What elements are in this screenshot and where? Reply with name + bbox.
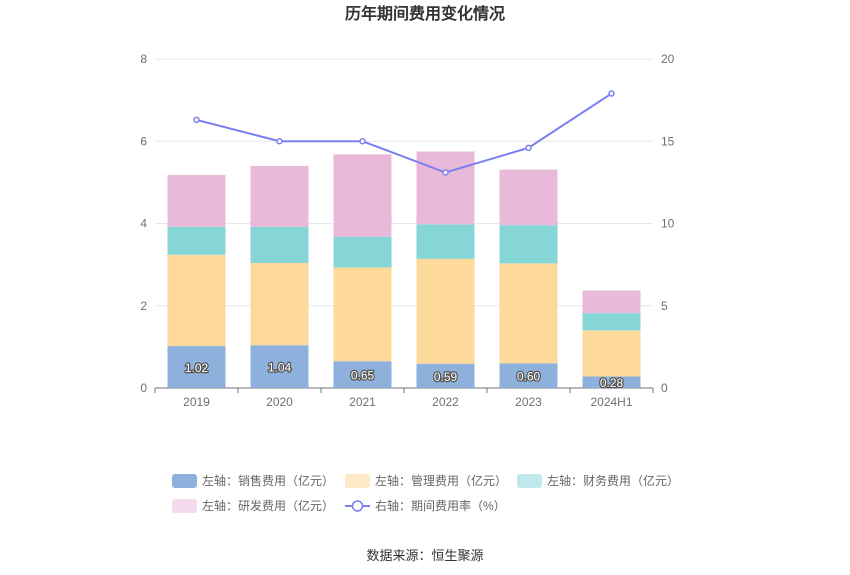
legend-item[interactable]: 左轴：销售费用（亿元）: [172, 473, 334, 488]
legend-item[interactable]: 右轴：期间费用率（%）: [345, 498, 506, 513]
bar-segment: [333, 154, 392, 237]
x-tick-label: 2024H1: [590, 395, 632, 409]
bar-data-label: 1.02: [185, 361, 209, 375]
bar-segment: [167, 254, 226, 347]
legend-label: 左轴：销售费用（亿元）: [202, 473, 334, 488]
bar-data-label: 0.28: [600, 376, 624, 390]
legend-item[interactable]: 左轴：管理费用（亿元）: [345, 473, 507, 488]
x-tick-label: 2022: [432, 395, 459, 409]
bar-segment: [416, 151, 475, 225]
bars: [167, 151, 641, 388]
bar-data-label: 0.65: [351, 369, 375, 383]
bar-segment: [333, 236, 392, 268]
legend-label: 左轴：管理费用（亿元）: [375, 473, 507, 488]
left-tick-label: 4: [140, 217, 147, 231]
rate-point: [276, 138, 283, 145]
left-tick-label: 6: [140, 134, 147, 148]
bar-data-label: 1.04: [268, 361, 292, 375]
bar-segment: [250, 345, 309, 388]
bar-segment: [333, 361, 392, 388]
legend-item[interactable]: 左轴：财务费用（亿元）: [517, 473, 679, 488]
left-tick-label: 0: [140, 381, 147, 395]
grid-lines: [155, 58, 653, 389]
legend-swatch: [345, 474, 370, 488]
legend-item[interactable]: 左轴：研发费用（亿元）: [172, 498, 334, 513]
x-tick-label: 2019: [183, 395, 210, 409]
legend-label: 左轴：研发费用（亿元）: [202, 498, 334, 513]
x-tick-label: 2023: [515, 395, 542, 409]
left-tick-label: 2: [140, 299, 147, 313]
x-tick-label: 2021: [349, 395, 376, 409]
legend-label: 左轴：财务费用（亿元）: [547, 473, 679, 488]
legend-marker: [351, 500, 364, 512]
bar-segment: [499, 169, 558, 226]
x-axis: 2019 2020 2021 2022 2023 2024H1: [154, 388, 654, 409]
bar-segment: [167, 346, 226, 388]
bar-segment: [582, 330, 641, 377]
right-tick-label: 20: [661, 52, 675, 66]
right-tick-label: 5: [661, 299, 668, 313]
bar-segment: [250, 262, 309, 346]
bar-labels: 1.02 1.04 0.65 0.59 0.60 0.28: [184, 359, 625, 391]
legend-swatch: [172, 474, 197, 488]
bar-segment: [416, 224, 475, 259]
bar-segment: [582, 313, 641, 331]
rate-point: [193, 116, 200, 124]
legend-label: 右轴：期间费用率（%）: [375, 498, 506, 513]
chart-title: 历年期间费用变化情况: [345, 4, 505, 23]
right-tick-label: 10: [661, 217, 675, 231]
bar-segment: [499, 263, 558, 364]
source-note: 数据来源：恒生聚源: [366, 548, 483, 563]
bar-data-label: 0.60: [517, 370, 541, 384]
right-tick-label: 0: [661, 381, 668, 395]
right-tick-label: 15: [661, 134, 675, 148]
legend-swatch: [517, 474, 542, 488]
bar-segment: [167, 174, 226, 227]
rate-point: [359, 138, 366, 145]
bar-data-label: 0.59: [434, 370, 458, 384]
rate-point: [442, 169, 449, 176]
legend: 左轴：销售费用（亿元） 左轴：管理费用（亿元） 左轴：财务费用（亿元） 左轴：研发费用…: [172, 473, 679, 513]
bar-segment: [582, 290, 641, 314]
bar-segment: [416, 258, 475, 364]
rate-line-path: [196, 92, 613, 174]
bar-segment: [167, 226, 226, 255]
rate-point: [608, 90, 615, 97]
left-tick-label: 8: [140, 52, 147, 66]
legend-swatch: [172, 499, 197, 513]
right-axis: 0 5 10 15 20: [661, 52, 675, 395]
rate-point: [525, 144, 532, 152]
rate-line: [193, 90, 615, 176]
bar-segment: [250, 226, 309, 263]
bar-segment: [333, 267, 392, 362]
left-axis: 0 2 4 6 8: [140, 52, 147, 395]
bar-segment: [416, 363, 475, 388]
bar-segment: [499, 363, 558, 388]
bar-segment: [499, 225, 558, 264]
bar-segment: [582, 376, 641, 388]
x-tick-label: 2020: [266, 395, 293, 409]
bar-segment: [250, 165, 309, 227]
